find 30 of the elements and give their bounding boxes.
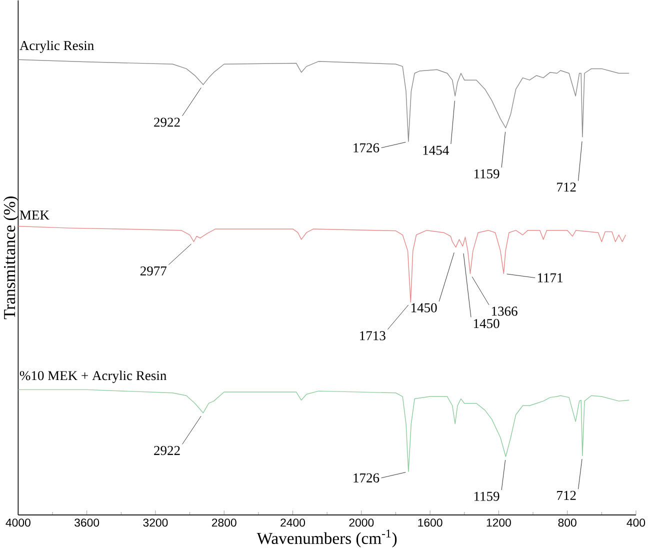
annotation: 1726 bbox=[354, 473, 380, 483]
annotation: 712 bbox=[557, 182, 576, 192]
x-tick-label: 3600 bbox=[74, 518, 100, 527]
series-label: Acrylic Resin bbox=[20, 40, 94, 53]
x-tick-label: 3200 bbox=[143, 518, 168, 527]
x-tick-label: 1600 bbox=[418, 518, 442, 527]
x-tick-label: 800 bbox=[558, 518, 576, 527]
x-tick-label: 400 bbox=[626, 518, 646, 527]
series-label: %10 MEK + Acrylic Resin bbox=[20, 370, 166, 384]
annotation: 2922 bbox=[154, 446, 180, 456]
x-tick-label: 4000 bbox=[6, 518, 30, 527]
x-tick-label: 1200 bbox=[486, 518, 511, 527]
annotation: 1171 bbox=[538, 273, 562, 282]
annotation: 2922 bbox=[154, 118, 180, 127]
y-axis-title: Transmittance (%) bbox=[3, 196, 19, 320]
annotation: 1366 bbox=[492, 306, 518, 316]
x-tick-label: 2800 bbox=[212, 518, 236, 527]
annotation: 1159 bbox=[474, 492, 500, 501]
x-axis-title: Wavenumbers (cm$^{-1}$) bbox=[256, 530, 397, 548]
x-tick-label: 2000 bbox=[349, 518, 374, 527]
series-label: MEK bbox=[20, 210, 50, 220]
annotation: 1713 bbox=[360, 331, 386, 340]
annotation: 1726 bbox=[354, 143, 380, 152]
annotation: 1450 bbox=[474, 319, 500, 328]
annotation: 1454 bbox=[423, 146, 449, 155]
annotation: 1159 bbox=[474, 169, 500, 178]
x-tick-label: 2400 bbox=[280, 518, 306, 527]
annotation: 1450 bbox=[411, 303, 437, 312]
annotation: 2977 bbox=[140, 266, 167, 276]
annotation: 712 bbox=[557, 490, 576, 500]
